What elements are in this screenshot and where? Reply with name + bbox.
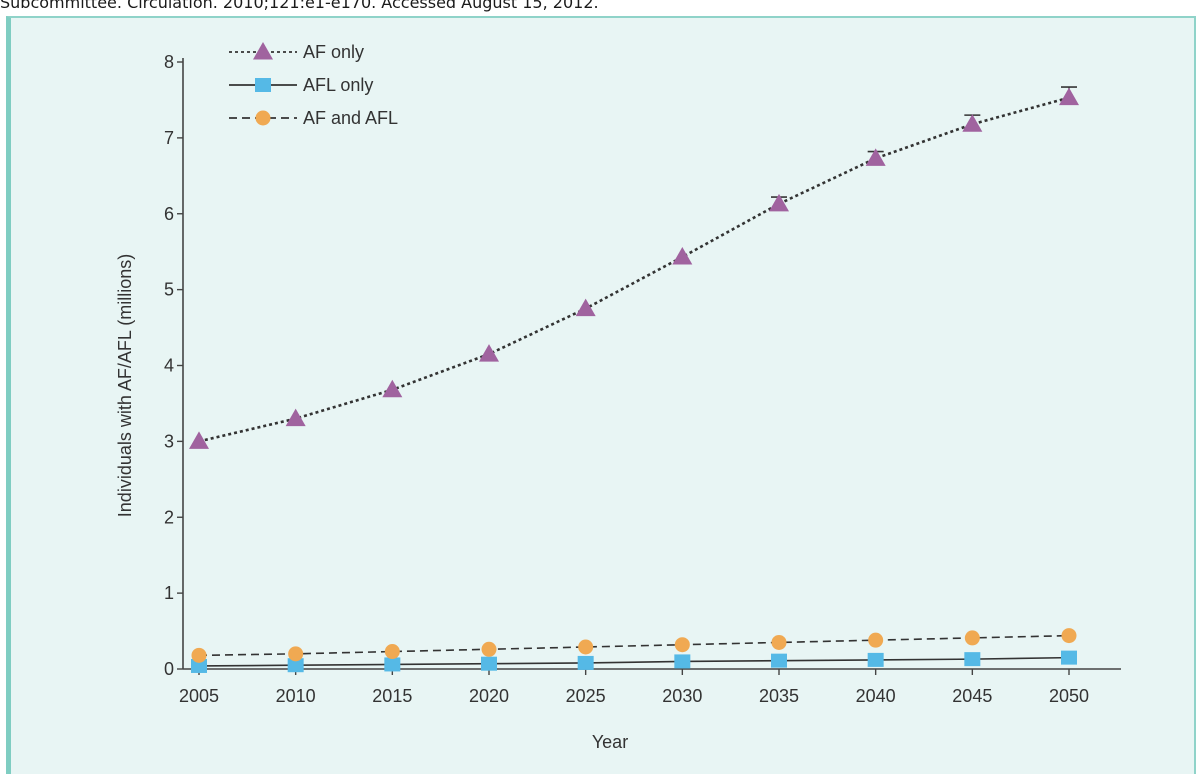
data-point [481, 641, 497, 657]
data-point [384, 644, 400, 660]
data-point [1061, 628, 1077, 644]
y-tick-label: 1 [164, 583, 174, 603]
x-tick-label: 2010 [276, 686, 316, 706]
data-point [285, 408, 306, 427]
data-point [771, 653, 787, 668]
data-point [191, 647, 207, 663]
chart-legend: AF only AFL only AF and AFL [229, 42, 398, 128]
data-point [962, 114, 983, 132]
data-point [384, 657, 401, 672]
series-line [198, 96, 1070, 443]
x-tick-label: 2015 [372, 686, 412, 706]
data-point [578, 639, 594, 655]
data-point [191, 658, 207, 673]
legend-entry: AF only [229, 42, 364, 62]
series-line [198, 656, 1070, 667]
chart-panel: 0 1 2 3 4 5 6 7 8 2005 2010 2015 2020 2025 2030 2035 204… [6, 16, 1196, 774]
figure-caption: Subcommittee. Circulation. 2010;121:e1-e… [0, 0, 599, 12]
legend-marker [253, 42, 273, 60]
data-point [1061, 650, 1077, 665]
data-point [382, 379, 403, 398]
legend-label: AF only [303, 42, 364, 62]
legend-entry: AFL only [229, 75, 373, 95]
data-point [287, 658, 304, 673]
data-point [189, 431, 209, 449]
legend-marker [255, 78, 271, 92]
y-tick-label: 3 [164, 431, 174, 451]
y-tick-label: 4 [164, 356, 174, 376]
chart-series [189, 86, 1079, 673]
series-afl-only [191, 650, 1077, 673]
x-tick-label: 2045 [952, 686, 992, 706]
data-point [479, 344, 499, 362]
series-af-and-afl [191, 628, 1077, 663]
x-tick-label: 2020 [469, 686, 509, 706]
line-chart: 0 1 2 3 4 5 6 7 8 2005 2010 2015 2020 2025 2030 2035 204… [115, 42, 1121, 752]
x-tick-label: 2040 [856, 686, 896, 706]
data-point [674, 654, 691, 669]
legend-entry: AF and AFL [229, 108, 398, 128]
chart-axes: 0 1 2 3 4 5 6 7 8 2005 2010 2015 2020 2025 2030 2035 204… [115, 52, 1121, 752]
legend-marker [255, 110, 271, 126]
data-point [964, 630, 980, 646]
data-point [575, 298, 596, 317]
data-point [672, 246, 693, 265]
data-point [771, 634, 787, 650]
x-tick-label: 2005 [179, 686, 219, 706]
x-axis-title: Year [592, 732, 628, 752]
series-line [198, 634, 1070, 657]
x-tick-label: 2035 [759, 686, 799, 706]
y-tick-label: 0 [164, 659, 174, 679]
y-axis-title: Individuals with AF/AFL (millions) [115, 254, 135, 517]
data-point [868, 632, 884, 648]
data-point [481, 656, 497, 671]
data-point [288, 646, 304, 662]
data-point [964, 652, 981, 667]
legend-label: AF and AFL [303, 108, 398, 128]
y-tick-label: 2 [164, 507, 174, 527]
y-tick-label: 5 [164, 280, 174, 300]
data-point [674, 637, 690, 653]
y-tick-label: 8 [164, 52, 174, 72]
data-point [867, 652, 884, 667]
x-tick-label: 2025 [566, 686, 606, 706]
data-point [1059, 87, 1079, 106]
x-tick-label: 2050 [1049, 686, 1089, 706]
data-point [769, 193, 789, 212]
y-tick-label: 7 [164, 128, 174, 148]
series-af-only [189, 86, 1079, 449]
y-tick-label: 6 [164, 204, 174, 224]
data-point [865, 148, 886, 166]
legend-label: AFL only [303, 75, 373, 95]
x-tick-label: 2030 [662, 686, 702, 706]
data-point [577, 655, 594, 670]
